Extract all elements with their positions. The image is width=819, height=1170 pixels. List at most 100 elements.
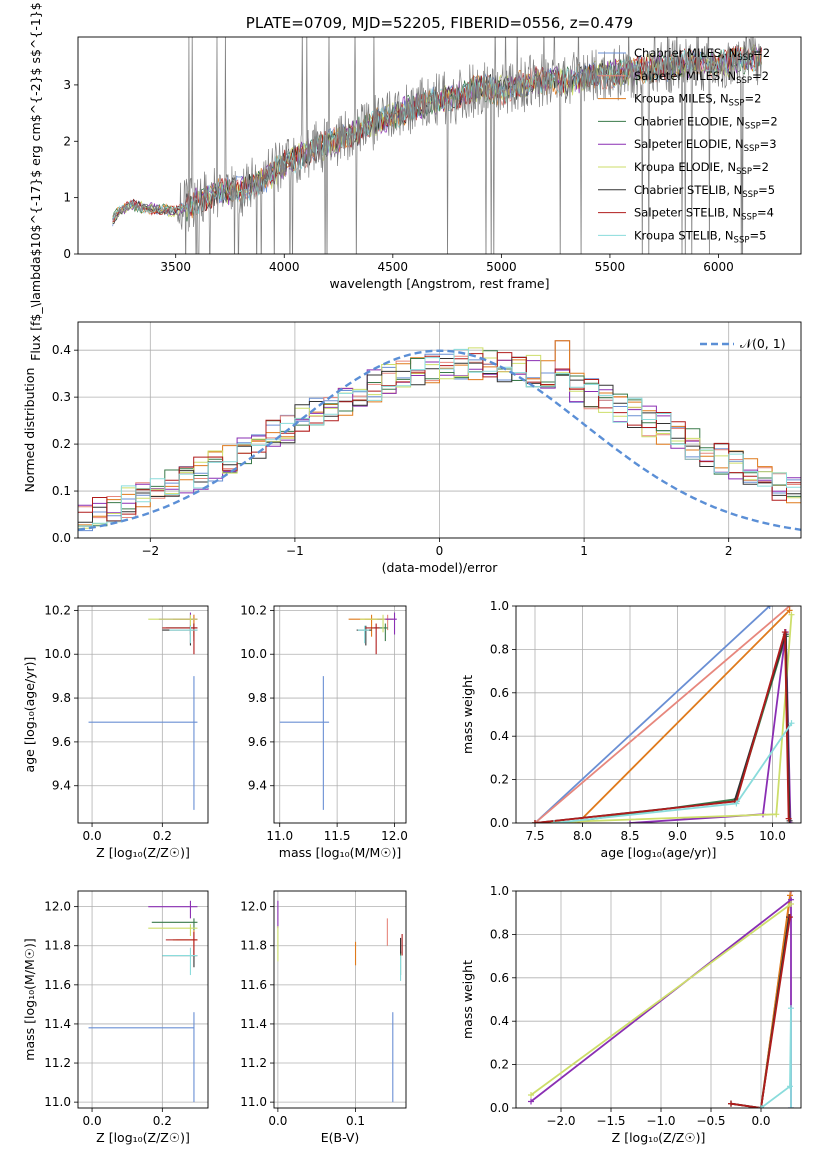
x-tick-label: 8.0 — [573, 829, 592, 843]
x-tick-label: 0.0 — [751, 1114, 770, 1128]
y-tick-label: 9.8 — [248, 691, 267, 705]
y-tick-label: 11.2 — [44, 1056, 71, 1070]
weight-marker-8 — [758, 1105, 764, 1108]
x-tick-label: 10.0 — [759, 829, 786, 843]
x-tick-label: 3500 — [160, 260, 191, 274]
weight-marker-2 — [787, 892, 793, 899]
y-tick-label: 9.8 — [52, 691, 71, 705]
y-tick-label: 0.8 — [490, 927, 509, 941]
x-tick-label: −1.5 — [596, 1114, 625, 1128]
weight-line-7 — [730, 916, 791, 1108]
histogram-step-0 — [78, 340, 801, 532]
axes-frame — [77, 36, 802, 255]
chart-Z_vs_mass: 0.0 0.2 11.0 11.2 11.4 11.6 11.8 12.0 Z [log₁₀(Z… — [22, 890, 209, 1145]
weight-line-2 — [577, 609, 791, 823]
weight-line-0 — [534, 606, 771, 823]
y-tick-label: 11.6 — [240, 978, 267, 992]
y-tick-label: 0.6 — [490, 686, 509, 700]
y-tick-label: 9.4 — [52, 779, 71, 793]
axes-frame — [273, 605, 407, 824]
legend-entry: Kroupa STELIB, NSSP=5 — [634, 228, 766, 245]
plot-area — [516, 891, 801, 1108]
x-tick-label: 11.5 — [324, 829, 351, 843]
axes-frame — [77, 321, 802, 539]
legend-entry: Salpeter STELIB, NSSP=4 — [634, 206, 774, 223]
y-tick-label: 11.4 — [240, 1017, 267, 1031]
chart-residuals: −2 −1 0 1 2 0.0 0.1 0.2 0.3 0.4 (data-model)/error… — [22, 321, 802, 575]
weight-marker-8 — [733, 800, 740, 807]
weight-line-7 — [534, 631, 790, 823]
plot-area — [78, 891, 208, 1108]
x-axis-label: mass [log₁₀(M/M☉)] — [279, 845, 401, 860]
y-tick-label: 12.0 — [240, 900, 267, 914]
weight-marker-5 — [788, 901, 794, 908]
chart-title: PLATE=0709, MJD=52205, FIBERID=0556, z=0… — [246, 14, 633, 32]
y-axis-label: mass [log₁₀(M/M☉)] — [22, 938, 37, 1060]
weight-marker-8 — [788, 1105, 794, 1108]
y-tick-label: 1.0 — [490, 884, 509, 898]
weight-marker-7 — [787, 914, 793, 921]
legend-entry: Salpeter ELODIE, NSSP=3 — [634, 137, 777, 154]
weight-marker-4 — [528, 1098, 534, 1105]
plot-area — [78, 322, 801, 538]
weight-marker-8 — [788, 720, 795, 727]
x-tick-label: 6000 — [703, 260, 734, 274]
x-axis-label: E(B-V) — [321, 1130, 360, 1145]
y-tick-label: 0.3 — [52, 390, 71, 404]
y-tick-label: 0.0 — [490, 816, 509, 830]
y-axis-label: mass weight — [460, 675, 475, 754]
x-tick-label: 5000 — [486, 260, 517, 274]
y-tick-label: 11.8 — [44, 939, 71, 953]
x-tick-label: 4000 — [269, 260, 300, 274]
plot-area — [274, 606, 406, 823]
y-tick-label: 1 — [63, 191, 71, 205]
chart-age_vs_weight: 7.5 8.0 8.5 9.0 9.5 10.0 0.0 0.2 0.4 0.6 0.8 1.0 age… — [460, 599, 802, 860]
x-tick-label: 8.5 — [620, 829, 639, 843]
chart-mass_vs_age: 11.0 11.5 12.0 9.4 9.6 9.8 10.0 10.2 mass [log₁₀… — [240, 603, 408, 860]
legend-entry: Chabrier STELIB, NSSP=5 — [634, 183, 775, 200]
plot-area — [274, 891, 406, 1108]
y-tick-label: 1.0 — [490, 599, 509, 613]
x-tick-label: 1 — [580, 544, 588, 558]
weight-marker-8 — [788, 1005, 794, 1012]
chart-Z_vs_weight: −2.0 −1.5 −1.0 −0.5 0.0 0.0 0.2 0.4 0.6 0.8 1.0 Z [… — [460, 884, 802, 1145]
y-tick-label: 10.0 — [240, 647, 267, 661]
y-tick-label: 0.2 — [490, 1058, 509, 1072]
legend-entry: Salpeter MILES, NSSP=2 — [634, 69, 769, 86]
x-axis-label: wavelength [Angstrom, rest frame] — [329, 276, 549, 291]
y-axis-label: Flux [f$_\lambda$10$^{-17}$ erg cm$^{-2}… — [28, 0, 43, 361]
y-tick-label: 10.2 — [44, 603, 71, 617]
legend-entry: 𝒩(0, 1) — [740, 336, 786, 351]
x-tick-label: 12.0 — [381, 829, 408, 843]
y-tick-label: 0.0 — [490, 1101, 509, 1115]
y-tick-label: 11.0 — [44, 1095, 71, 1109]
legend-entry: Chabrier ELODIE, NSSP=2 — [634, 114, 778, 131]
x-axis-label: Z [log₁₀(Z/Z☉)] — [96, 845, 190, 860]
weight-marker-7 — [532, 820, 538, 823]
x-tick-label: −2.0 — [546, 1114, 575, 1128]
x-tick-label: 2 — [725, 544, 733, 558]
axes-frame — [273, 890, 407, 1109]
plot-area — [516, 606, 801, 823]
x-axis-label: Z [log₁₀(Z/Z☉)] — [96, 1130, 190, 1145]
x-tick-label: 0.2 — [153, 1114, 172, 1128]
y-tick-label: 0.1 — [52, 484, 71, 498]
weight-marker-7 — [781, 629, 788, 636]
y-tick-label: 0.4 — [490, 729, 509, 743]
x-tick-label: −1 — [286, 544, 304, 558]
weight-marker-8 — [551, 820, 557, 823]
y-tick-label: 11.2 — [240, 1056, 267, 1070]
chart-EBV_vs_mass: 0.0 0.1 11.0 11.2 11.4 11.6 11.8 12.0 E(B-V) — [240, 890, 407, 1145]
weight-marker-8 — [787, 1083, 793, 1090]
histogram-step-8 — [78, 348, 801, 527]
weight-line-3 — [730, 916, 790, 1108]
x-tick-label: 0 — [436, 544, 444, 558]
legend-entry: Kroupa ELODIE, NSSP=2 — [634, 160, 769, 177]
y-axis-label: age [log₁₀(age/yr)] — [22, 657, 37, 773]
y-tick-label: 11.6 — [44, 978, 71, 992]
legend-entry: Chabrier MILES, NSSP=2 — [634, 46, 770, 63]
x-tick-label: 7.5 — [525, 829, 544, 843]
weight-marker-3 — [560, 820, 567, 823]
x-tick-label: 9.5 — [715, 829, 734, 843]
y-tick-label: 11.4 — [44, 1017, 71, 1031]
